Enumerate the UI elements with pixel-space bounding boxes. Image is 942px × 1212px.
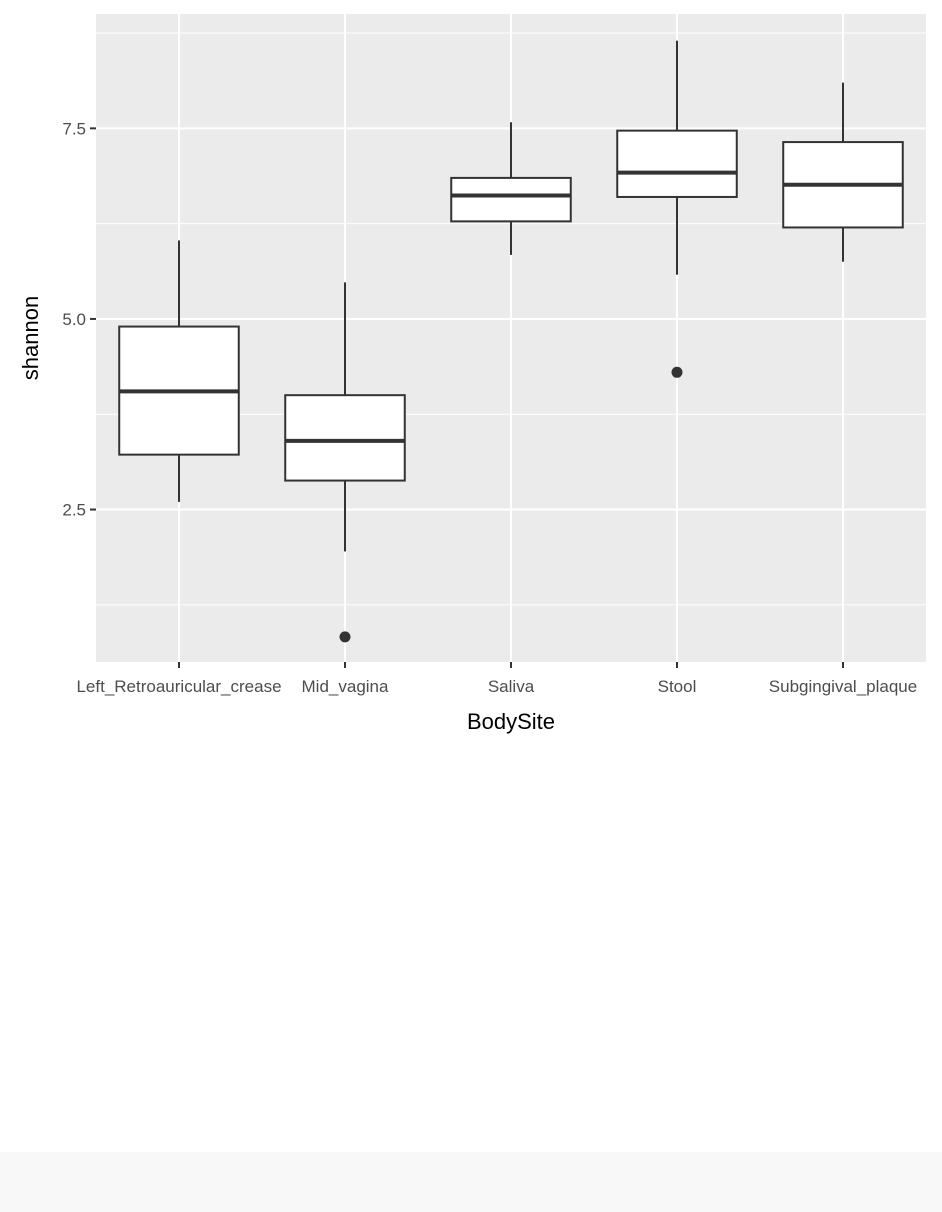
box-iqr [284,394,406,482]
grid-lines [96,14,926,662]
x-tick-label: Saliva [488,677,535,696]
x-tick-label: Mid_vagina [302,677,389,696]
x-tick-label: Subgingival_plaque [769,677,917,696]
y-axis-title: shannon [18,296,43,380]
outlier-point [671,366,683,378]
box-iqr [616,129,738,198]
x-tick-label: Stool [658,677,697,696]
y-tick-label: 7.5 [62,119,86,138]
box-Stool [616,40,738,378]
y-tick-label: 5.0 [62,310,86,329]
axes-group: 2.5 5.0 7.5 Left_Retroauricular_crease Mid_v… [62,119,917,696]
x-axis-title: BodySite [467,709,555,734]
outlier-point [339,631,351,643]
y-tick-label: 2.5 [62,501,86,520]
box-Subgingival_plaque [782,82,904,262]
box-iqr [450,176,572,223]
footer-band [0,1152,942,1212]
x-tick-label: Left_Retroauricular_crease [76,677,281,696]
boxes-group [118,40,904,643]
box-Mid_vagina [284,282,406,643]
box-Saliva [450,122,572,255]
box-Left_Retroauricular_crease [118,240,240,502]
